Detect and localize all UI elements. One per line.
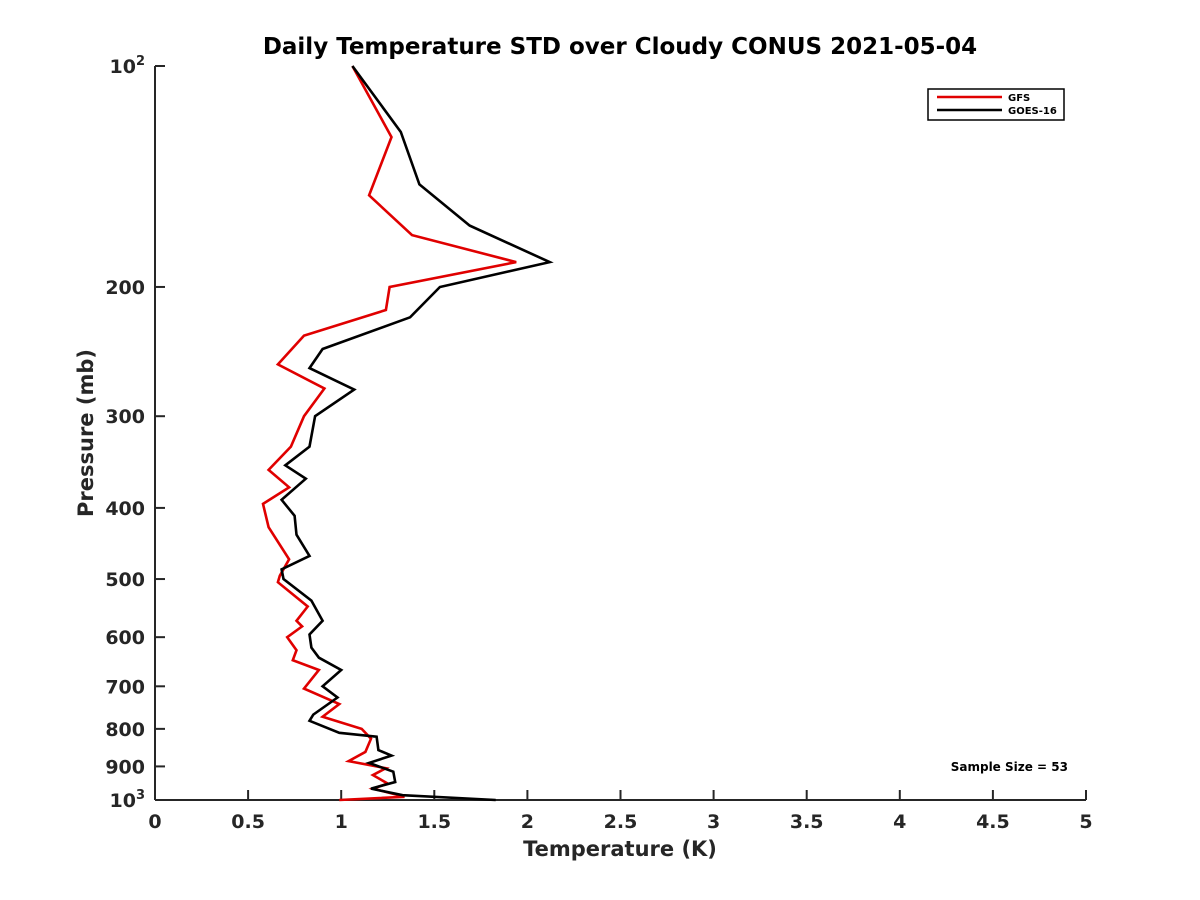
sample-size-annotation: Sample Size = 53 [951, 760, 1068, 774]
x-axis-label: Temperature (K) [523, 837, 717, 861]
x-tick-label: 0.5 [231, 811, 265, 833]
x-tick-label: 3 [707, 811, 720, 833]
y-axis-label: Pressure (mb) [74, 349, 98, 517]
legend-box [927, 88, 1065, 121]
series-line-gfs [261, 65, 517, 802]
y-tick-label-exponent: 3 [136, 788, 145, 803]
x-tick-label: 1.5 [417, 811, 451, 833]
x-ticks: 0 0.5 1 1.5 2 2.5 3 3.5 4 4.5 5 [148, 790, 1093, 833]
x-tick-label: 1 [335, 811, 348, 833]
y-tick-label-exponent: 2 [136, 54, 145, 69]
x-tick-label: 4.5 [976, 811, 1010, 833]
y-tick-label: 500 [105, 569, 145, 591]
x-tick-label: 0 [148, 811, 161, 833]
y-tick-label: 102 [110, 54, 146, 78]
y-tick-label: 900 [105, 756, 145, 778]
y-tick-label: 103 [110, 788, 146, 812]
y-tick-label-base: 10 [110, 56, 136, 78]
y-tick-label: 200 [105, 277, 145, 299]
y-tick-label: 300 [105, 406, 145, 428]
series-line-goes16 [279, 65, 554, 802]
chart-title: Daily Temperature STD over Cloudy CONUS … [263, 34, 977, 60]
y-tick-label: 400 [105, 498, 145, 520]
x-tick-label: 2.5 [604, 811, 638, 833]
legend: GFS GOES-16 [927, 88, 1065, 121]
x-tick-label: 5 [1079, 811, 1092, 833]
x-tick-label: 3.5 [790, 811, 824, 833]
legend-label-gfs: GFS [1008, 93, 1030, 104]
x-tick-label: 4 [893, 811, 906, 833]
y-tick-label: 700 [105, 676, 145, 698]
y-tick-label: 600 [105, 627, 145, 649]
series-layer [261, 65, 554, 802]
x-tick-label: 2 [521, 811, 534, 833]
legend-label-goes16: GOES-16 [1008, 106, 1057, 117]
y-tick-label-base: 10 [110, 790, 136, 812]
y-tick-label: 800 [105, 719, 145, 741]
